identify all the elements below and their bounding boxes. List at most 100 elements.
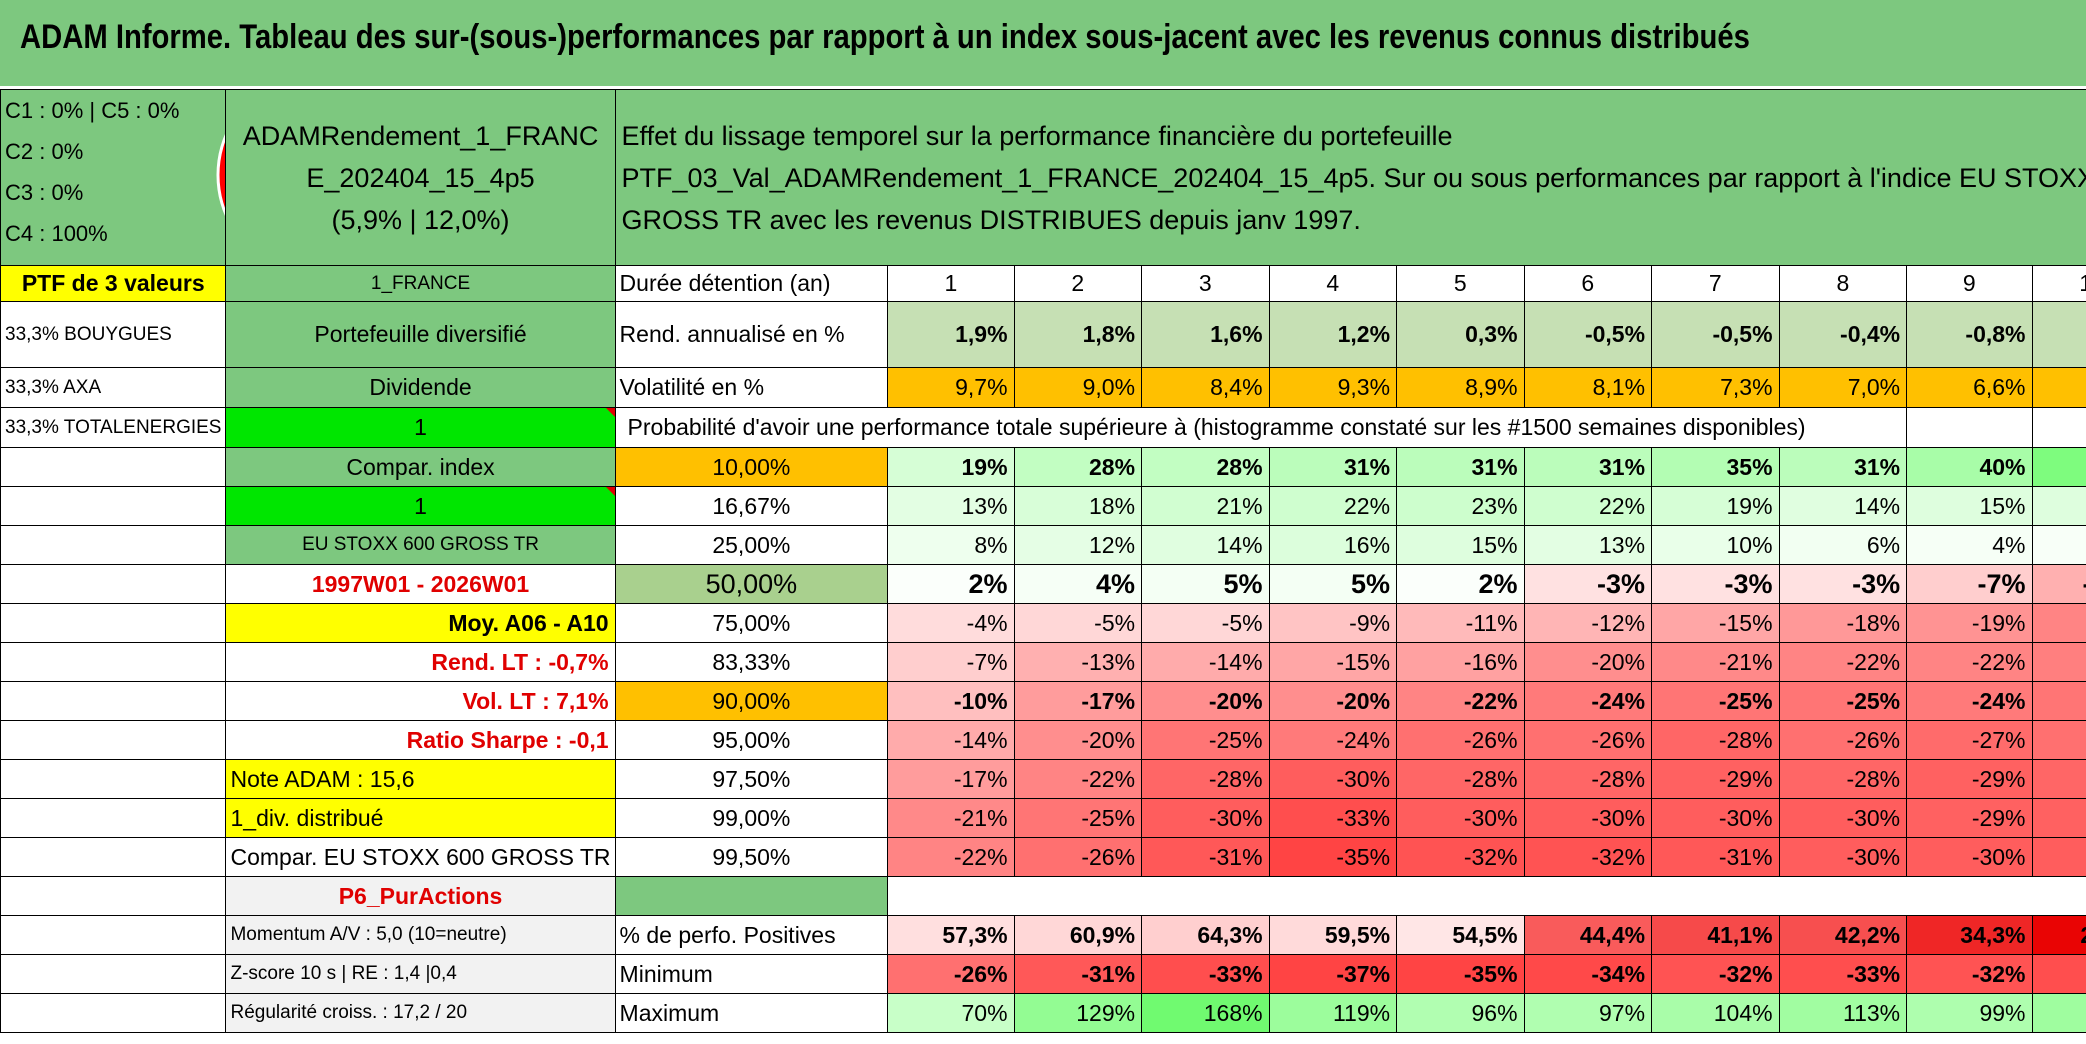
description-line1: Effet du lissage temporel sur la perform…	[621, 120, 1453, 151]
percentile-threshold: 10,00%	[614, 447, 889, 487]
percentile-3-y7: 10%	[1651, 525, 1780, 565]
percentile-2-y2: 18%	[1013, 486, 1143, 526]
percentile-3-y8: 6%	[1778, 525, 1908, 565]
maximum-y1: 70%	[887, 993, 1015, 1033]
left-empty-cell	[0, 876, 227, 916]
positive-y5: 54,5%	[1396, 915, 1525, 955]
percentile-1-y8: 31%	[1778, 447, 1908, 487]
rend-y5: 0,3%	[1396, 301, 1525, 368]
vol-y5: 8,9%	[1396, 367, 1525, 408]
percentile-5-y3: -5%	[1141, 603, 1270, 643]
percentile-3-y2: 12%	[1013, 525, 1143, 565]
year-header-3: 3	[1141, 265, 1270, 302]
percentile-2-y8: 14%	[1778, 486, 1908, 526]
row-percentile-11: Compar. EU STOXX 600 GROSS TR 99,50% -22% -…	[0, 837, 2086, 877]
percentile-5-y10: -22%	[2031, 603, 2086, 643]
percentile-9-y10: -28%	[2031, 759, 2086, 799]
maximum-label: Maximum	[614, 993, 889, 1033]
row-minimum: Z-score 10 s | RE : 1,4 |0,4 Minimum -26% -…	[0, 954, 2086, 994]
minimum-y3: -33%	[1141, 954, 1270, 994]
percentile-1-y7: 35%	[1651, 447, 1780, 487]
percentile-4-y3: 5%	[1141, 564, 1270, 604]
percentile-4-y4: 5%	[1268, 564, 1398, 604]
holding-1: 33,3% BOUYGUES	[0, 301, 227, 368]
row-maximum: Régularité croiss. : 17,2 / 20 Maximum 70%…	[0, 993, 2086, 1033]
percentile-6-y8: -22%	[1778, 642, 1908, 682]
percentile-9-y4: -30%	[1268, 759, 1398, 799]
vol-y2: 9,0%	[1013, 367, 1143, 408]
empty-cell	[1906, 407, 2033, 448]
positive-y9: 34,3%	[1906, 915, 2033, 955]
percentile-4-y6: -3%	[1523, 564, 1653, 604]
percentile-8-y2: -20%	[1013, 720, 1143, 760]
percentile-7-y1: -10%	[887, 681, 1015, 721]
vol-y6: 8,1%	[1523, 367, 1653, 408]
percentile-7-y2: -17%	[1013, 681, 1143, 721]
percentile-10-y4: -33%	[1268, 798, 1398, 838]
percentile-5-y5: -11%	[1396, 603, 1525, 643]
note-adam: Note ADAM : 15,6	[225, 759, 616, 799]
percentile-10-y1: -21%	[887, 798, 1015, 838]
rend-y1: 1,9%	[887, 301, 1015, 368]
positive-label: % de perfo. Positives	[614, 915, 889, 955]
percentile-10-y10: -29%	[2031, 798, 2086, 838]
portfolio-name-line1: ADAMRendement_1_FRANC	[242, 120, 599, 151]
regularite: Régularité croiss. : 17,2 / 20	[225, 993, 616, 1033]
percentile-2-y7: 19%	[1651, 486, 1780, 526]
positive-y2: 60,9%	[1013, 915, 1143, 955]
percentile-10-y8: -30%	[1778, 798, 1908, 838]
percentile-8-y3: -25%	[1141, 720, 1270, 760]
percentile-3-y3: 14%	[1141, 525, 1270, 565]
percentile-4-y5: 2%	[1396, 564, 1525, 604]
percentile-threshold: 83,33%	[614, 642, 889, 682]
performance-table: C1 : 0% | C5 : 0% C2 : 0% C3 : 0% C4 : 1…	[0, 89, 2086, 1033]
maximum-y2: 129%	[1013, 993, 1143, 1033]
compar-full-label: Compar. EU STOXX 600 GROSS TR	[225, 837, 616, 877]
percentile-9-y6: -28%	[1523, 759, 1653, 799]
maximum-y4: 119%	[1268, 993, 1398, 1033]
portfolio-name-cell: ADAMRendement_1_FRANC E_202404_15_4p5 (5…	[225, 89, 616, 266]
left-empty-cell	[0, 759, 227, 799]
percentile-threshold: 75,00%	[614, 603, 889, 643]
row-rendement: 33,3% BOUYGUES Portefeuille diversifié Ren…	[0, 301, 2086, 368]
percentile-2-y1: 13%	[887, 486, 1015, 526]
percentile-5-y8: -18%	[1778, 603, 1908, 643]
rend-lt: Rend. LT : -0,7%	[225, 642, 616, 682]
ptf-count-label: PTF de 3 valeurs	[0, 265, 227, 302]
percentile-7-y5: -22%	[1396, 681, 1525, 721]
left-empty-cell	[0, 681, 227, 721]
holding-3: 33,3% TOTALENERGIES	[0, 407, 227, 448]
percentile-2-y3: 21%	[1141, 486, 1270, 526]
vol-y10: 6,6%	[2031, 367, 2086, 408]
portfolio-name-line2: E_202404_15_4p5	[306, 162, 535, 193]
percentile-6-y5: -16%	[1396, 642, 1525, 682]
year-header-2: 2	[1013, 265, 1143, 302]
positive-y3: 64,3%	[1141, 915, 1270, 955]
year-header-6: 6	[1523, 265, 1653, 302]
period-range: 1997W01 - 2026W01	[225, 564, 616, 604]
year-header-7: 7	[1651, 265, 1780, 302]
minimum-label: Minimum	[614, 954, 889, 994]
row-percentile-10: 1_div. distribué 99,00% -21% -25% -30% -33% -3…	[0, 798, 2086, 838]
percentile-threshold: 95,00%	[614, 720, 889, 760]
left-empty-cell	[0, 798, 227, 838]
percentile-1-y4: 31%	[1268, 447, 1398, 487]
momentum: Momentum A/V : 5,0 (10=neutre)	[225, 915, 616, 955]
row-category: P6_PurActions	[0, 876, 2086, 916]
percentile-4-y1: 2%	[887, 564, 1015, 604]
left-empty-cell	[0, 915, 227, 955]
report-title-banner: ADAM Informe. Tableau des sur-(sous-)per…	[0, 0, 2086, 88]
minimum-y10: -33%	[2031, 954, 2086, 994]
minimum-y8: -33%	[1778, 954, 1908, 994]
percentile-6-y4: -15%	[1268, 642, 1398, 682]
vol-y1: 9,7%	[887, 367, 1015, 408]
percentile-6-y10: -23%	[2031, 642, 2086, 682]
percentile-10-y2: -25%	[1013, 798, 1143, 838]
vol-y7: 7,3%	[1651, 367, 1780, 408]
percentile-1-y1: 19%	[887, 447, 1015, 487]
minimum-y2: -31%	[1013, 954, 1143, 994]
percentile-11-y6: -32%	[1523, 837, 1653, 877]
percentile-10-y9: -29%	[1906, 798, 2033, 838]
percentile-10-y5: -30%	[1396, 798, 1525, 838]
left-empty-cell	[0, 954, 227, 994]
